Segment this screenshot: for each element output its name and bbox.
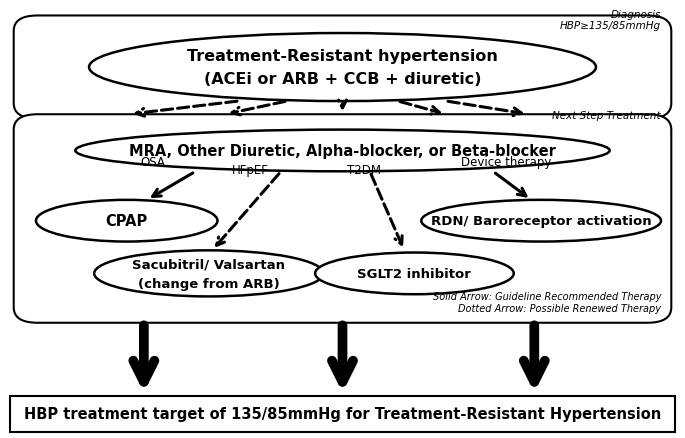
FancyBboxPatch shape [14,115,671,323]
Ellipse shape [421,201,661,242]
Text: (change from ARB): (change from ARB) [138,277,279,290]
Text: MRA, Other Diuretic, Alpha-blocker, or Beta-blocker: MRA, Other Diuretic, Alpha-blocker, or B… [129,144,556,159]
Text: HFpEF: HFpEF [232,164,269,177]
Text: Sacubitril/ Valsartan: Sacubitril/ Valsartan [132,258,286,271]
Text: T2DM: T2DM [347,164,382,177]
Ellipse shape [94,251,324,297]
Ellipse shape [89,34,596,102]
Ellipse shape [36,201,218,242]
FancyBboxPatch shape [14,16,671,119]
Text: Device therapy: Device therapy [461,155,551,169]
Text: HBP treatment target of 135/85mmHg for Treatment-Resistant Hypertension: HBP treatment target of 135/85mmHg for T… [24,406,661,421]
Text: SGLT2 inhibitor: SGLT2 inhibitor [358,267,471,280]
Text: Diagnosis
HBP≥135/85mmHg: Diagnosis HBP≥135/85mmHg [560,10,661,31]
Ellipse shape [315,253,514,294]
Text: CPAP: CPAP [105,214,148,229]
FancyBboxPatch shape [10,396,675,432]
Text: (ACEi or ARB + CCB + diuretic): (ACEi or ARB + CCB + diuretic) [203,72,482,87]
Text: OSA: OSA [140,155,165,169]
Text: Solid Arrow: Guideline Recommended Therapy
Dotted Arrow: Possible Renewed Therap: Solid Arrow: Guideline Recommended Thera… [432,291,661,313]
Text: Next Step Treatment: Next Step Treatment [552,110,661,120]
Text: Treatment-Resistant hypertension: Treatment-Resistant hypertension [187,49,498,64]
Text: RDN/ Baroreceptor activation: RDN/ Baroreceptor activation [431,215,651,228]
Ellipse shape [75,131,610,172]
